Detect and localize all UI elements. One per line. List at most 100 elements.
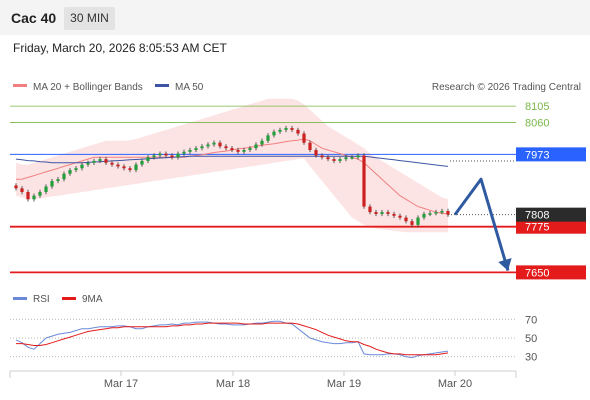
candle-body: [200, 146, 204, 149]
candle-body: [20, 188, 24, 192]
candle-body: [74, 168, 78, 171]
candle-body: [380, 212, 384, 214]
candle-body: [212, 142, 216, 145]
candle-body: [314, 149, 318, 156]
candle-body: [368, 206, 372, 213]
candle-body: [272, 131, 276, 136]
rsi-ma-legend-swatch: [62, 297, 76, 300]
candle-body: [290, 128, 294, 130]
candle-body: [416, 217, 420, 225]
candle-body: [434, 212, 438, 214]
candle-body: [14, 185, 18, 189]
candle-body: [284, 128, 288, 130]
ma50-legend-swatch: [155, 84, 169, 87]
candle-body: [146, 157, 150, 161]
candle-body: [254, 144, 258, 149]
rsi-ma-line: [16, 322, 449, 356]
candle-body: [194, 148, 198, 150]
candle-body: [68, 170, 72, 174]
candle-body: [410, 221, 414, 225]
ma50-legend-label: MA 50: [175, 82, 204, 93]
candle-body: [386, 212, 390, 214]
candle-body: [422, 213, 426, 218]
candle-body: [80, 164, 84, 169]
candle-body: [104, 159, 108, 163]
candle-body: [164, 153, 168, 156]
last-price-label: 7808: [525, 210, 549, 222]
candle-body: [236, 149, 240, 152]
last-price-tag: [516, 207, 586, 222]
candle-body: [332, 159, 336, 161]
candle-body: [308, 142, 312, 150]
candle-body: [152, 155, 156, 158]
rsi-legend-label: RSI: [33, 294, 50, 305]
candle-body: [188, 149, 192, 152]
candle-body: [182, 151, 186, 154]
candle-body: [440, 211, 444, 213]
rsi-legend-swatch: [13, 297, 27, 300]
candle-body: [242, 149, 246, 152]
rsi-tick-label-30: 30: [525, 352, 537, 364]
level-label-7775: 7775: [525, 222, 549, 234]
candle-body: [404, 217, 408, 222]
timestamp: Friday, March 20, 2026 8:05:53 AM CET: [13, 41, 227, 55]
candle-body: [350, 157, 354, 159]
candle-body: [428, 213, 432, 215]
candle-body: [38, 192, 42, 196]
x-tick-label: Mar 17: [104, 378, 138, 390]
candle-body: [374, 212, 378, 214]
instrument-title: Cac 40: [11, 10, 57, 26]
rsi-ma-legend-label: 9MA: [82, 294, 103, 305]
candle-body: [176, 153, 180, 158]
candle-body: [116, 164, 120, 167]
candle-body: [224, 146, 228, 149]
level-label-7650: 7650: [525, 267, 549, 279]
candle-body: [320, 155, 324, 158]
x-tick-label: Mar 20: [438, 378, 472, 390]
candle-body: [296, 129, 300, 134]
candle-body: [218, 142, 222, 147]
level-label-7973: 7973: [525, 149, 549, 161]
candle-body: [338, 159, 342, 161]
credit-text: Research © 2026 Trading Central: [432, 82, 581, 93]
candle-body: [140, 160, 144, 165]
ma20-legend-swatch: [13, 84, 27, 87]
timeframe-button[interactable]: 30 MIN: [64, 7, 115, 30]
ma20-legend-label: MA 20 + Bollinger Bands: [33, 82, 143, 93]
bollinger-band: [16, 98, 448, 233]
forecast-arrow: [453, 177, 510, 271]
candle-body: [362, 155, 366, 207]
candle-body: [230, 148, 234, 150]
candle-body: [128, 168, 132, 171]
level-tag-7973: [516, 147, 586, 162]
candle-body: [206, 144, 210, 147]
candle-body: [86, 162, 90, 165]
candle-body: [44, 186, 48, 192]
candle-body: [326, 157, 330, 160]
candle-body: [446, 211, 450, 215]
candle-body: [302, 133, 306, 143]
candle-body: [260, 140, 264, 145]
candle-body: [92, 160, 96, 163]
candle-body: [122, 166, 126, 169]
x-tick-label: Mar 19: [327, 378, 361, 390]
candle-body: [278, 129, 282, 132]
level-label-8060: 8060: [525, 118, 549, 130]
level-tag-7650: [516, 265, 586, 280]
candle-body: [62, 173, 66, 180]
candle-body: [98, 159, 102, 161]
candle-body: [56, 179, 60, 182]
rsi-line: [15, 320, 449, 359]
x-tick-label: Mar 18: [216, 378, 250, 390]
candle-body: [170, 155, 174, 158]
candle-body: [248, 148, 252, 150]
candle-body: [134, 164, 138, 171]
rsi-tick-label-50: 50: [525, 333, 537, 345]
level-tag-7775: [516, 219, 586, 234]
candle-body: [392, 213, 396, 216]
candle-body: [344, 157, 348, 160]
forecast-arrow-head: [498, 258, 512, 271]
candle-body: [110, 162, 114, 165]
rsi-tick-label-70: 70: [525, 314, 537, 326]
